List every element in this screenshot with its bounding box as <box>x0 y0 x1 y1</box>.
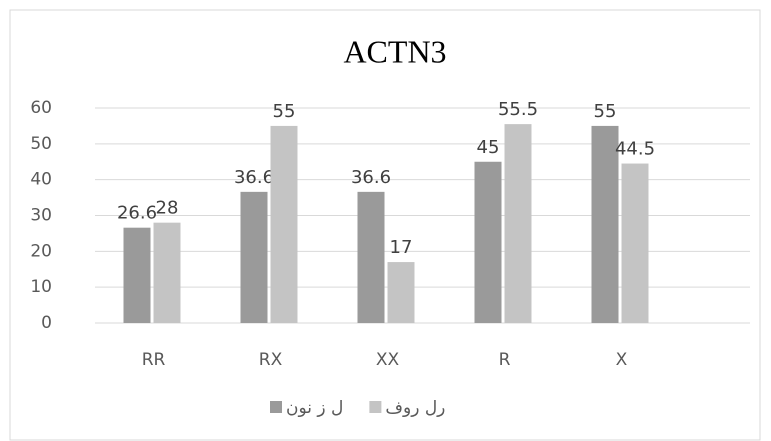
bar <box>153 222 181 323</box>
y-tick-label: 20 <box>30 241 52 261</box>
bar <box>240 191 268 323</box>
y-tick-label: 10 <box>30 277 52 297</box>
value-label: 26.6 <box>117 203 157 224</box>
value-label: 55.5 <box>498 99 538 120</box>
y-tick-label: 30 <box>30 206 52 226</box>
chart-title: ACTN3 <box>343 33 446 69</box>
y-tick-label: 0 <box>41 313 52 333</box>
x-tick-label: XX <box>376 350 400 370</box>
x-tick-label: RR <box>142 350 166 370</box>
legend-swatch <box>270 401 282 413</box>
bar <box>621 163 649 323</box>
bar <box>387 262 415 323</box>
bar <box>474 161 502 323</box>
bar <box>270 125 298 324</box>
legend-swatch <box>369 401 382 413</box>
bar <box>504 124 532 323</box>
value-label: 36.6 <box>234 167 274 188</box>
bar <box>123 227 151 323</box>
value-label: 28 <box>156 198 179 219</box>
x-tick-label: RX <box>259 350 283 370</box>
x-tick-label: X <box>616 350 628 370</box>
value-label: 55 <box>594 101 617 122</box>
bar <box>357 191 385 323</box>
legend-label: رل روف <box>385 398 445 418</box>
legend-label: ل ز نون <box>286 398 343 418</box>
value-label: 55 <box>273 101 296 122</box>
value-label: 36.6 <box>351 167 391 188</box>
x-tick-label: R <box>499 350 511 370</box>
bar <box>591 125 619 324</box>
value-label: 45 <box>477 137 500 158</box>
y-tick-label: 50 <box>30 134 52 154</box>
value-label: 44.5 <box>615 139 655 160</box>
y-tick-label: 40 <box>30 170 52 190</box>
value-label: 17 <box>390 237 413 258</box>
y-tick-label: 60 <box>30 98 52 118</box>
